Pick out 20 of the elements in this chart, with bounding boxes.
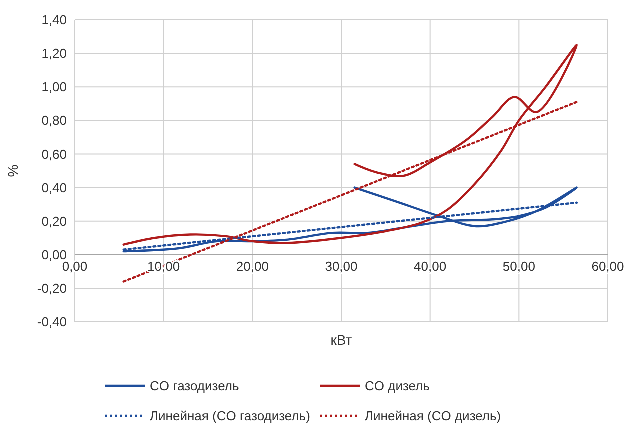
y-tick-label: 0,20 — [42, 214, 67, 229]
y-axis-title: % — [5, 164, 21, 178]
y-tick-label: 1,00 — [42, 80, 67, 95]
legend-label: CO дизель — [365, 378, 430, 394]
y-tick-label: 0,80 — [42, 113, 67, 128]
legend-label: Линейная (CO газодизель) — [150, 408, 310, 424]
x-tick-label: 60,00 — [592, 258, 624, 274]
x-tick-label: 50,00 — [502, 258, 536, 274]
y-tick-label: 1,40 — [42, 12, 67, 28]
legend-label: CO газодизель — [150, 378, 240, 394]
legend-label: Линейная (CO дизель) — [365, 408, 502, 424]
y-tick-label: -0,20 — [37, 280, 67, 296]
y-tick-label: -0,40 — [37, 314, 67, 330]
x-tick-label: 20,00 — [236, 258, 269, 274]
y-tick-label: 1,20 — [42, 46, 67, 62]
x-tick-label: 40,00 — [414, 258, 447, 274]
x-tick-label: 30,00 — [325, 258, 358, 274]
y-tick-label: 0,60 — [42, 146, 67, 162]
x-axis-title: кВт — [330, 332, 353, 348]
y-tick-label: 0,40 — [42, 180, 67, 196]
